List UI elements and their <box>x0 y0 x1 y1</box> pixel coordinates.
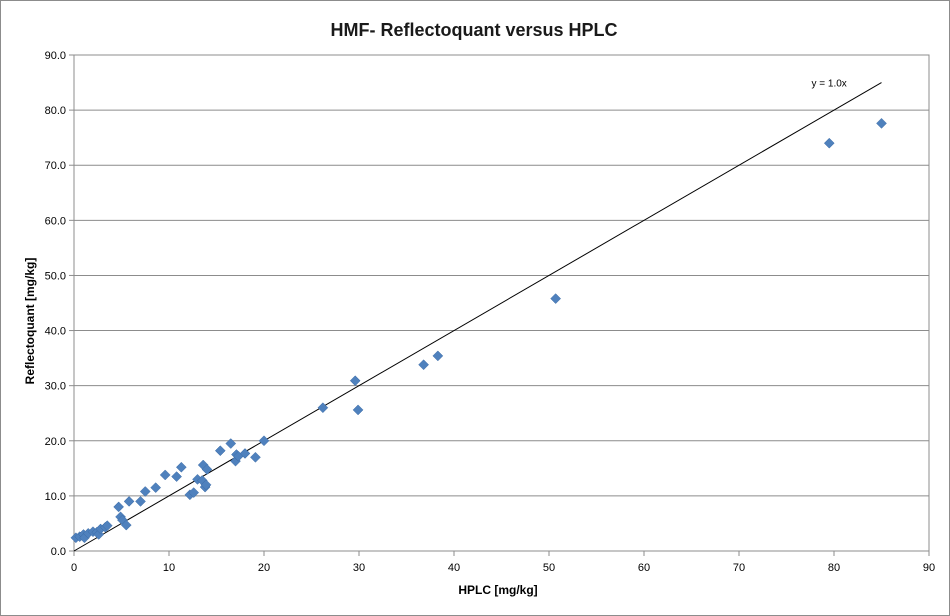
plot-axes <box>69 54 930 556</box>
x-tick-label: 30 <box>353 562 365 574</box>
chart-title: HMF- Reflectoquant versus HPLC <box>330 20 617 40</box>
data-points <box>70 117 887 544</box>
data-point <box>823 137 835 149</box>
x-tick-label: 60 <box>638 562 650 574</box>
data-point <box>250 451 261 463</box>
trendline-equation: y = 1.0x <box>812 79 847 90</box>
data-point <box>188 487 200 498</box>
data-point <box>159 469 171 481</box>
data-point <box>258 435 270 447</box>
x-tick-label: 40 <box>448 562 460 574</box>
x-tick-label: 50 <box>543 562 555 574</box>
data-point <box>175 461 187 473</box>
y-axis-label: Reflectoquant [mg/kg] <box>23 258 37 385</box>
grid-lines <box>74 54 929 497</box>
data-point <box>418 359 429 371</box>
data-point <box>200 479 212 491</box>
y-tick-label: 70.0 <box>45 160 66 172</box>
y-tick-label: 10.0 <box>45 491 66 503</box>
x-tick-label: 80 <box>828 562 840 574</box>
data-point <box>225 438 237 449</box>
y-tick-label: 60.0 <box>45 215 66 227</box>
y-tick-label: 30.0 <box>45 381 66 393</box>
data-point <box>120 519 132 531</box>
data-point <box>349 375 361 387</box>
x-axis-label: HPLC [mg/kg] <box>458 583 537 597</box>
data-point <box>101 520 113 532</box>
y-tick-labels: 0.0 10.0 20.0 30.0 40.0 50.0 60.0 70.0 80.0 90.0 <box>45 50 66 558</box>
data-point <box>352 404 364 416</box>
plot-area-border <box>73 54 930 552</box>
data-point <box>139 486 151 497</box>
y-tick-label: 80.0 <box>45 105 66 117</box>
data-point <box>123 496 135 507</box>
y-tick-label: 50.0 <box>45 270 66 282</box>
x-tick-label: 90 <box>923 562 935 574</box>
data-point <box>317 402 329 414</box>
data-point <box>135 496 146 507</box>
y-tick-label: 90.0 <box>45 50 66 62</box>
data-point <box>214 445 226 457</box>
data-point <box>432 350 444 362</box>
x-tick-label: 70 <box>733 562 745 574</box>
x-tick-labels: 0 10 20 30 40 50 60 70 80 90 <box>71 562 935 574</box>
y-tick-label: 20.0 <box>45 436 66 448</box>
x-tick-label: 0 <box>71 562 77 574</box>
data-point <box>550 293 562 304</box>
data-point <box>113 501 125 513</box>
data-point <box>150 482 162 493</box>
y-tick-label: 0.0 <box>51 546 66 558</box>
data-point <box>201 464 213 475</box>
x-tick-label: 10 <box>163 562 175 574</box>
data-point <box>239 448 251 459</box>
x-tick-label: 20 <box>258 562 270 574</box>
data-point <box>171 471 182 482</box>
y-tick-label: 40.0 <box>45 326 66 338</box>
data-point <box>876 117 887 129</box>
